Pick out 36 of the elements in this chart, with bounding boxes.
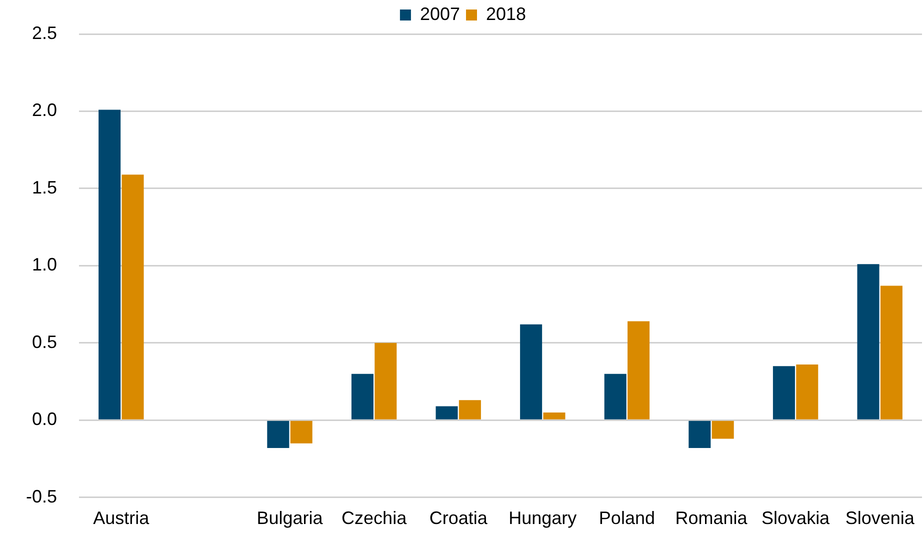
y-tick-label: 0.0 [32, 409, 58, 430]
legend-label: 2007 [420, 4, 460, 24]
bar [543, 412, 566, 420]
y-tick-label: 0.5 [32, 332, 58, 352]
x-tick-label: Bulgaria [256, 508, 324, 528]
bar [267, 420, 290, 448]
x-tick-label: Hungary [508, 508, 577, 528]
bar [351, 374, 374, 420]
x-tick-label: Poland [598, 508, 655, 528]
bar [628, 321, 650, 420]
x-tick-label: Romania [675, 508, 748, 528]
legend-label: 2018 [486, 4, 526, 24]
x-tick-label: Czechia [342, 508, 408, 528]
y-tick-label: 1.0 [32, 254, 58, 275]
bar [796, 364, 818, 420]
bar [374, 342, 397, 420]
x-tick-label: Croatia [429, 508, 488, 528]
bar [436, 406, 458, 420]
bar [604, 374, 626, 420]
bar [98, 110, 121, 420]
bar [290, 420, 312, 444]
y-tick-label: -0.5 [26, 486, 58, 506]
x-tick-label: Slovenia [845, 508, 916, 528]
bar [122, 174, 144, 420]
bar [458, 400, 481, 420]
bar [688, 420, 711, 448]
bar [880, 286, 902, 420]
y-tick-label: 2.5 [32, 22, 58, 43]
bar [772, 366, 795, 420]
x-tick-label: Austria [93, 508, 150, 528]
bar [857, 264, 880, 420]
y-tick-label: 1.5 [32, 177, 58, 198]
x-tick-label: Slovakia [762, 508, 831, 528]
bar [520, 324, 542, 420]
bar [712, 420, 734, 439]
y-tick-label: 2.0 [32, 100, 58, 120]
